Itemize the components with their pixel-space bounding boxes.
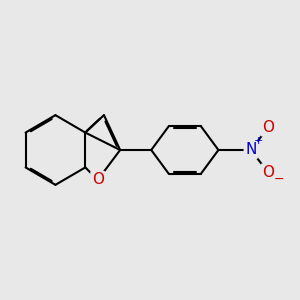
Text: +: + <box>254 136 263 146</box>
Text: O: O <box>262 120 274 135</box>
Text: −: − <box>274 173 285 186</box>
Text: N: N <box>245 142 256 158</box>
Text: O: O <box>262 165 274 180</box>
Text: O: O <box>92 172 104 188</box>
